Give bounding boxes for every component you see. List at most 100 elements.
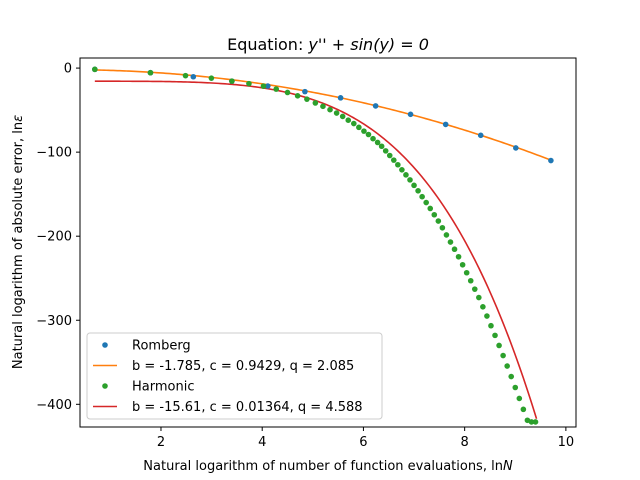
data-point (351, 120, 357, 127)
data-point (411, 182, 417, 189)
data-point (147, 69, 154, 76)
data-point (496, 342, 502, 349)
legend: Romberg b = -1.785, c = 0.9429, q = 2.085… (86, 332, 383, 420)
data-point (439, 224, 446, 231)
y-axis-label: Natural logarithm of absolute error, lnε (11, 115, 26, 369)
data-point (467, 277, 474, 284)
axis-label-variable: N (503, 459, 513, 474)
data-point (372, 103, 379, 109)
data-point (365, 131, 372, 138)
legend-marker (102, 342, 108, 348)
data-point (294, 93, 301, 99)
data-point (302, 88, 308, 95)
chart-title: Equation: y'' + sin(y) = 0 (227, 35, 429, 54)
y-tick-label: 0 (64, 62, 72, 77)
data-point (345, 117, 352, 124)
data-point (407, 111, 414, 118)
data-point (431, 211, 438, 218)
data-point (442, 121, 449, 128)
data-point (423, 199, 429, 206)
data-point (378, 143, 385, 150)
data-point (512, 384, 519, 391)
data-point (265, 83, 271, 89)
data-point (190, 73, 197, 80)
data-point (312, 100, 319, 106)
x-tick-label: 4 (258, 435, 266, 450)
y-tick-label: −400 (36, 398, 72, 413)
axis-label-text: Natural logarithm of number of function … (143, 459, 503, 474)
data-point (463, 269, 470, 276)
data-point (390, 157, 397, 163)
plot-area (92, 66, 554, 425)
data-point (284, 89, 291, 96)
axes-frame (79, 57, 577, 428)
data-point (500, 352, 506, 359)
axis-label-variable: ε (11, 115, 26, 122)
data-point (419, 193, 425, 200)
legend-marker (102, 383, 108, 389)
legend-label: Harmonic (132, 380, 194, 395)
data-point (304, 96, 310, 102)
data-point (516, 395, 523, 402)
data-point (455, 253, 462, 260)
data-point (407, 177, 413, 183)
data-point (395, 161, 401, 168)
data-point (484, 313, 490, 319)
data-point (361, 128, 367, 134)
y-tick-label: −200 (36, 230, 72, 245)
data-point (339, 113, 346, 120)
data-point (273, 86, 280, 92)
data-point (403, 172, 409, 178)
data-point (447, 239, 454, 245)
data-point (508, 373, 515, 380)
x-tick-label: 8 (461, 435, 469, 450)
data-point (504, 363, 510, 369)
y-tick-label: −100 (36, 146, 72, 161)
data-point (520, 406, 527, 413)
data-point (399, 166, 405, 173)
data-point (382, 148, 389, 154)
legend-label: b = -1.785, c = 0.9429, q = 2.085 (132, 359, 354, 374)
data-point (532, 419, 539, 425)
data-point (459, 261, 466, 268)
x-axis-label: Natural logarithm of number of function … (143, 459, 513, 474)
data-point (476, 294, 482, 301)
x-tick-label: 2 (157, 435, 165, 450)
data-point (480, 304, 486, 310)
data-point (386, 152, 393, 159)
data-point (327, 106, 333, 113)
data-point (229, 78, 235, 84)
data-point (488, 322, 494, 329)
y-tick-label: −300 (36, 314, 72, 329)
legend-box (86, 332, 383, 420)
data-point (320, 103, 326, 110)
legend-label: b = -15.61, c = 0.01364, q = 4.588 (132, 400, 363, 415)
data-point (92, 66, 98, 73)
data-point (182, 72, 189, 79)
title-equation: y'' + sin(y) = 0 (307, 35, 428, 54)
data-point (471, 286, 478, 292)
data-point (333, 110, 340, 116)
data-point (374, 139, 381, 146)
x-tick-label: 10 (558, 435, 575, 450)
data-point (513, 145, 519, 151)
x-tick-label: 6 (359, 435, 367, 450)
data-point (451, 246, 458, 253)
data-point (337, 95, 344, 101)
data-point (528, 419, 535, 425)
data-point (208, 75, 215, 81)
data-point (548, 157, 554, 164)
ticks: 2 4 6 8 10 0 −100 −200 −300 −400 (36, 62, 574, 450)
data-point (370, 135, 376, 142)
data-point (415, 188, 421, 194)
axis-label-text: Natural logarithm of absolute error, ln (11, 122, 26, 369)
data-point (260, 83, 267, 89)
data-point (435, 218, 442, 224)
data-point (443, 232, 450, 238)
data-point (492, 332, 498, 339)
data-point (477, 132, 484, 139)
data-point (246, 80, 252, 87)
data-point (356, 124, 362, 131)
series-line-1 (94, 69, 552, 161)
